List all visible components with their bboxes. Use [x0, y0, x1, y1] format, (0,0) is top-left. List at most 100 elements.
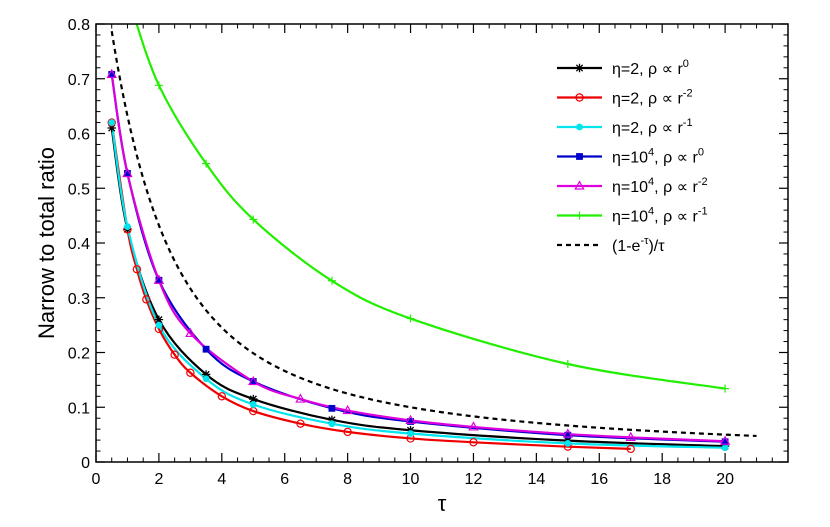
data-point-5-3	[249, 215, 258, 224]
series-line-6	[110, 30, 757, 438]
data-point-4-4	[248, 375, 259, 386]
data-point-3-7	[564, 431, 572, 439]
data-point-1-6	[186, 368, 195, 377]
legend-marker-3	[576, 153, 583, 160]
data-point-1-14	[626, 444, 635, 454]
legend-entry-0: η=2, ρ ∝ r0	[557, 58, 689, 78]
x-tick-label: 2	[154, 471, 163, 488]
data-point-1-5	[170, 350, 179, 359]
legend-entry-6: (1-e-τ)/τ	[557, 235, 665, 255]
y-tick-label: 0.1	[68, 400, 90, 417]
data-point-3-5	[328, 404, 336, 412]
data-point-5-7	[721, 384, 730, 393]
data-point-2-0	[108, 119, 116, 126]
data-point-4-10	[625, 431, 636, 441]
x-tick-label: 20	[716, 471, 734, 488]
legend-marker-0	[575, 63, 584, 73]
marker-layer	[106, 68, 731, 454]
x-tick-label: 8	[343, 471, 352, 488]
data-point-4-9	[562, 428, 574, 438]
data-point-5-5	[406, 314, 415, 323]
legend-label-4: η=104, ρ ∝ r-2	[612, 176, 708, 196]
legend-label-2: η=2, ρ ∝ r-1	[612, 117, 693, 137]
legend-entry-4: η=104, ρ ∝ r-2	[557, 176, 708, 196]
x-tick-label: 0	[92, 471, 101, 488]
data-point-0-0	[107, 123, 116, 133]
legend-marker-4	[574, 180, 585, 190]
y-tick-label: 0	[81, 455, 90, 472]
data-point-3-1	[124, 170, 131, 177]
data-point-4-1	[122, 167, 133, 178]
series-line-4	[110, 74, 726, 443]
x-tick-label: 18	[653, 471, 671, 488]
series-line-1	[110, 122, 631, 450]
data-point-1-3	[142, 295, 151, 304]
data-point-1-9	[296, 419, 305, 428]
legend-label-3: η=104, ρ ∝ r0	[612, 147, 704, 167]
data-point-4-0	[106, 68, 117, 78]
x-tick-label: 14	[527, 471, 545, 488]
x-tick-label: 16	[590, 471, 608, 488]
x-tick-label: 6	[280, 471, 289, 488]
legend-marker-1	[575, 93, 584, 102]
x-tick-label: 10	[402, 471, 420, 488]
data-point-3-8	[721, 438, 729, 446]
y-tick-label: 0.4	[68, 236, 90, 253]
data-point-4-6	[342, 404, 353, 415]
data-point-2-7	[564, 439, 572, 447]
data-point-1-10	[343, 427, 352, 437]
data-point-5-2	[202, 159, 211, 168]
data-point-2-2	[155, 321, 163, 329]
y-tick-label: 0.3	[68, 291, 90, 308]
data-point-0-2	[154, 315, 164, 324]
legend-entry-1: η=2, ρ ∝ r-2	[557, 88, 693, 108]
data-point-2-3	[202, 375, 210, 383]
series-line-2	[110, 122, 726, 449]
legend-label-1: η=2, ρ ∝ r-2	[612, 88, 693, 108]
data-point-3-4	[249, 378, 257, 385]
data-point-4-3	[185, 327, 196, 337]
data-point-1-2	[132, 265, 142, 274]
y-tick-label: 0.2	[68, 346, 90, 363]
data-point-2-5	[328, 420, 336, 428]
legend-marker-5	[575, 211, 584, 220]
legend-marker-2	[576, 123, 583, 131]
data-point-4-8	[468, 421, 479, 431]
legend-entry-3: η=104, ρ ∝ r0	[557, 147, 704, 167]
tick-layer: 0 2 4 6 8 10 12 14 16 18 20 0 0.1 0.2 0.3 0.4 0.5 0.6 0.7 0…	[68, 17, 788, 488]
y-tick-label: 0.8	[68, 17, 90, 34]
data-point-1-7	[217, 392, 227, 401]
data-point-2-4	[249, 401, 257, 408]
legend-label-6: (1-e-τ)/τ	[612, 235, 665, 255]
data-point-2-6	[407, 430, 414, 437]
y-tick-label: 0.7	[68, 72, 90, 89]
data-point-0-5	[327, 415, 337, 425]
data-point-3-2	[155, 276, 163, 284]
data-point-2-1	[124, 223, 131, 230]
data-point-0-4	[249, 394, 258, 404]
data-point-3-0	[108, 70, 116, 78]
data-point-5-6	[563, 359, 572, 368]
data-point-0-3	[201, 370, 211, 379]
legend-entry-2: η=2, ρ ∝ r-1	[557, 117, 693, 137]
data-point-3-3	[202, 345, 210, 353]
data-point-5-4	[327, 276, 336, 285]
data-point-1-0	[107, 118, 116, 127]
y-tick-label: 0.6	[68, 127, 90, 144]
x-axis-title: τ	[438, 491, 447, 516]
data-point-1-12	[469, 438, 478, 447]
legend-label-5: η=104, ρ ∝ r-1	[612, 206, 708, 226]
x-tick-label: 12	[465, 471, 483, 488]
legend-label-0: η=2, ρ ∝ r0	[612, 58, 689, 78]
y-tick-label: 0.5	[68, 181, 90, 198]
y-axis-title: Narrow to total ratio	[34, 147, 59, 339]
legend: η=2, ρ ∝ r0 η=2, ρ ∝ r-2 η=2, ρ ∝ r-1 η=104…	[557, 58, 708, 255]
data-point-4-11	[719, 435, 731, 445]
x-tick-label: 4	[217, 471, 226, 488]
data-point-4-5	[295, 393, 306, 403]
data-point-4-2	[153, 274, 165, 284]
data-point-2-8	[721, 444, 729, 452]
data-point-5-1	[154, 81, 163, 90]
data-point-4-7	[405, 414, 416, 424]
